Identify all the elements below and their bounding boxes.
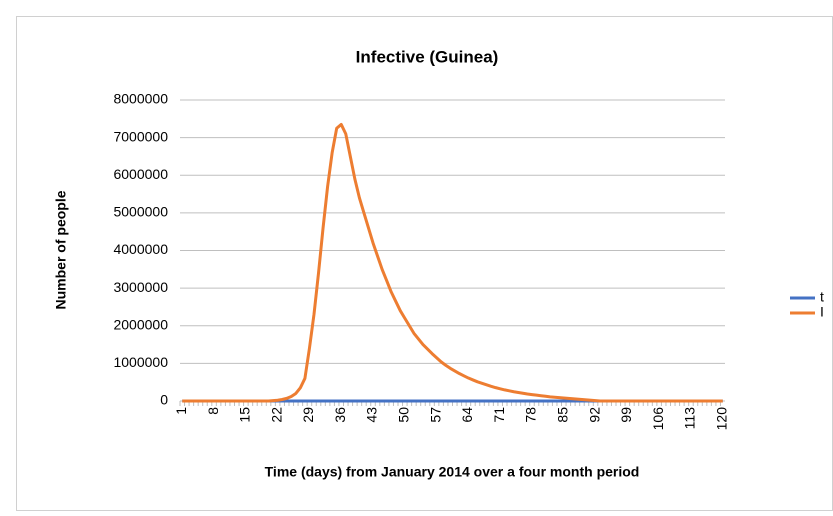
y-tick-label: 2000000 — [113, 316, 168, 332]
y-tick-label: 6000000 — [113, 166, 168, 182]
x-tick-label: 120 — [713, 407, 729, 431]
x-tick-label: 113 — [682, 407, 698, 430]
chart-frame — [16, 16, 833, 511]
y-tick-label: 3000000 — [113, 279, 168, 295]
x-tick-label: 8 — [205, 407, 221, 415]
x-tick-label: 71 — [491, 407, 507, 423]
x-tick-label: 57 — [427, 407, 443, 423]
x-tick-label: 15 — [237, 407, 253, 423]
legend-label: t — [820, 289, 824, 305]
x-tick-label: 85 — [554, 407, 570, 423]
x-tick-label: 1 — [173, 407, 189, 415]
x-tick-label: 92 — [586, 407, 602, 423]
series-line — [182, 122, 723, 403]
y-tick-label: 4000000 — [113, 241, 168, 257]
legend-label: I — [820, 304, 824, 320]
x-tick-label: 36 — [332, 407, 348, 423]
x-tick-label: 43 — [364, 407, 380, 423]
x-tick-label: 106 — [650, 407, 666, 431]
y-tick-label: 5000000 — [113, 204, 168, 220]
x-tick-label: 22 — [268, 407, 284, 423]
y-tick-label: 8000000 — [113, 91, 168, 107]
x-tick-label: 50 — [396, 407, 412, 423]
chart-title: Infective (Guinea) — [356, 47, 499, 66]
y-axis-title: Number of people — [53, 190, 69, 309]
x-tick-label: 64 — [459, 407, 475, 423]
y-tick-label: 7000000 — [113, 128, 168, 144]
x-tick-label: 99 — [618, 407, 634, 423]
x-tick-label: 78 — [523, 407, 539, 423]
x-tick-label: 29 — [300, 407, 316, 423]
y-tick-label: 1000000 — [113, 354, 168, 370]
y-tick-label: 0 — [160, 392, 168, 408]
x-axis-title: Time (days) from January 2014 over a fou… — [265, 464, 640, 480]
